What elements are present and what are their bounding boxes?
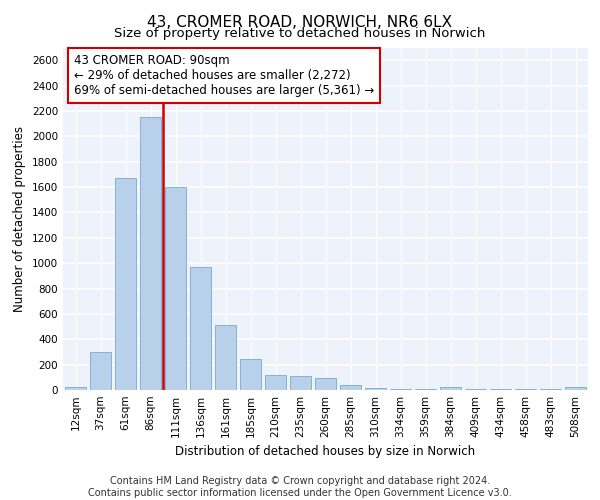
Bar [90,352,111,390]
Bar [315,378,336,390]
Text: Size of property relative to detached houses in Norwich: Size of property relative to detached ho… [115,28,485,40]
Y-axis label: Number of detached properties: Number of detached properties [13,126,26,312]
Bar [440,388,461,390]
Bar [265,375,286,390]
Bar [65,388,86,390]
Bar [240,359,261,390]
Bar [215,326,236,390]
X-axis label: Distribution of detached houses by size in Norwich: Distribution of detached houses by size … [175,446,476,458]
Bar [190,267,211,390]
Bar [340,385,361,390]
Bar [165,187,186,390]
Text: Contains HM Land Registry data © Crown copyright and database right 2024.
Contai: Contains HM Land Registry data © Crown c… [88,476,512,498]
Bar [365,388,386,390]
Text: 43 CROMER ROAD: 90sqm
← 29% of detached houses are smaller (2,272)
69% of semi-d: 43 CROMER ROAD: 90sqm ← 29% of detached … [74,54,374,98]
Text: 43, CROMER ROAD, NORWICH, NR6 6LX: 43, CROMER ROAD, NORWICH, NR6 6LX [148,15,452,30]
Bar [390,389,411,390]
Bar [140,118,161,390]
Bar [290,376,311,390]
Bar [565,388,586,390]
Bar [115,178,136,390]
